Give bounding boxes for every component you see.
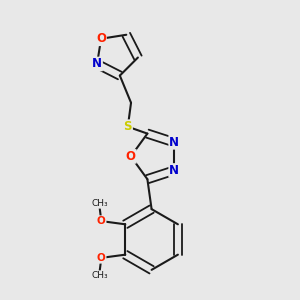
Text: S: S bbox=[124, 120, 132, 133]
Text: O: O bbox=[126, 150, 136, 163]
Text: O: O bbox=[96, 32, 106, 45]
Text: O: O bbox=[97, 216, 106, 226]
Text: N: N bbox=[169, 136, 179, 149]
Text: N: N bbox=[92, 58, 102, 70]
Text: CH₃: CH₃ bbox=[92, 271, 108, 280]
Text: CH₃: CH₃ bbox=[92, 199, 108, 208]
Text: N: N bbox=[169, 164, 179, 177]
Text: O: O bbox=[97, 253, 106, 263]
